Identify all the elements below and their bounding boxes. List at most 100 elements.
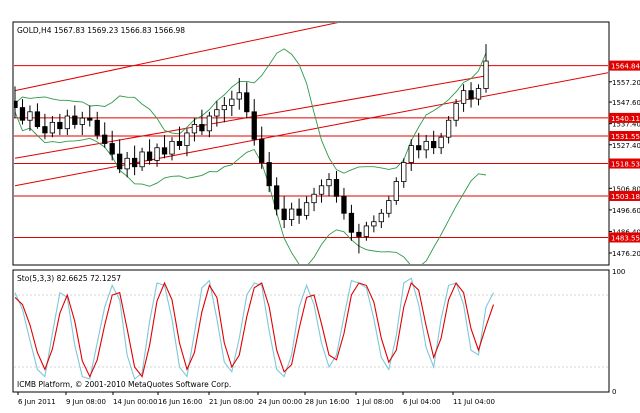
price-tag-label: 1518.53 — [611, 161, 640, 169]
candle-body — [431, 140, 437, 149]
candle-body — [57, 121, 63, 130]
candle-body — [445, 119, 452, 138]
candle-body — [386, 200, 392, 214]
time-tick-label: 28 Jun 16:00 — [305, 398, 349, 406]
price-tick-label: 1527.40 — [612, 142, 640, 150]
price-panel-frame — [12, 21, 610, 266]
candle-body — [124, 157, 130, 170]
horizontal-levels[interactable] — [14, 65, 608, 238]
price-tick-label: 1496.60 — [612, 207, 640, 215]
channel-line[interactable] — [14, 0, 486, 92]
candle-body — [318, 185, 325, 195]
candle-body — [460, 90, 467, 104]
candle-body — [341, 195, 347, 214]
price-tick-label: 1547.60 — [612, 99, 640, 107]
price-tick-label: 1506.80 — [612, 185, 640, 193]
candle-body — [438, 136, 444, 149]
candle-body — [184, 132, 190, 147]
candle-body — [348, 212, 355, 233]
candle-body — [146, 151, 153, 161]
candle-body — [423, 140, 429, 151]
candle-body — [214, 109, 220, 117]
candle-body — [266, 162, 272, 187]
stochastic-main-line — [14, 277, 494, 380]
candle-body — [94, 119, 100, 136]
price-tick-label: 1476.20 — [612, 250, 640, 258]
candle-body — [416, 145, 422, 151]
time-tick-label: 21 Jun 08:00 — [209, 398, 253, 406]
channel-line[interactable] — [14, 75, 487, 159]
footer-copyright: ICMB Platform, © 2001-2010 MetaQuotes So… — [17, 380, 231, 389]
candle-body — [19, 107, 26, 121]
price-tick-label: 1486.40 — [612, 228, 640, 236]
candle-body — [401, 162, 407, 182]
price-tick-label: 1557.20 — [612, 79, 640, 87]
candle-body — [303, 202, 310, 216]
chart-title: GOLD,H4 1567.83 1569.23 1566.83 1566.98 — [17, 26, 185, 35]
candle-body — [288, 208, 295, 221]
candle-body — [236, 92, 242, 100]
price-tag-label: 1531.55 — [611, 133, 640, 141]
candle-body — [49, 121, 56, 134]
price-tag-label: 1564.84 — [611, 63, 640, 71]
candle-body — [408, 145, 414, 163]
candle-body — [176, 140, 183, 147]
candle-body — [169, 140, 175, 155]
time-tick-label: 9 Jun 08:00 — [66, 398, 106, 406]
candle-body — [64, 115, 70, 130]
time-tick-label: 1 Jul 08:00 — [356, 398, 394, 406]
stochastic-title: Sto(5,3,3) 82.6625 72.1257 — [17, 274, 121, 283]
stochastic-tick-label: 100 — [612, 268, 625, 276]
candle-body — [281, 208, 287, 221]
candle-body — [274, 185, 280, 210]
candle-body — [27, 111, 33, 121]
time-tick-label: 6 Jul 04:00 — [403, 398, 441, 406]
price-tag-box — [609, 158, 640, 169]
candle-body — [378, 212, 384, 223]
candle-body — [14, 100, 18, 108]
price-tag-box — [609, 232, 640, 243]
price-tag-box — [609, 190, 640, 201]
candle-body — [131, 157, 138, 168]
candle-body — [356, 231, 362, 237]
band-line — [14, 48, 487, 174]
candle-body — [79, 117, 85, 125]
candle-body — [191, 124, 198, 134]
price-tag-box — [609, 130, 640, 141]
candle-body — [72, 115, 78, 125]
candle-body — [326, 179, 332, 187]
price-tag-label: 1540.11 — [611, 115, 640, 123]
candle-body — [34, 111, 41, 127]
candle-body — [102, 134, 108, 144]
candle-body — [453, 102, 459, 121]
candle-body — [161, 147, 168, 155]
candle-body — [199, 124, 205, 132]
candle-body — [311, 193, 317, 204]
candle-body — [139, 151, 145, 168]
candle-body — [259, 138, 265, 163]
candle-body — [154, 147, 160, 161]
stochastic-tick-label: 0 — [612, 388, 616, 396]
candle-body — [221, 105, 227, 111]
candle-body — [363, 225, 370, 237]
candle-body — [483, 60, 489, 89]
candle-body — [42, 126, 48, 134]
candle-body — [229, 98, 235, 106]
price-tag-box — [609, 60, 640, 71]
bollinger-bands — [14, 48, 487, 264]
candle-body — [87, 117, 93, 121]
candle-body — [109, 143, 115, 155]
time-tick-label: 14 Jun 00:00 — [113, 398, 157, 406]
time-tick-label: 11 Jul 04:00 — [453, 398, 495, 406]
candle-body — [333, 179, 340, 197]
candle-body — [251, 111, 257, 140]
price-tag-box — [609, 112, 640, 123]
candle-body — [475, 88, 482, 100]
time-tick-label: 6 Jun 2011 — [18, 398, 56, 406]
price-tag-label: 1483.55 — [611, 234, 640, 242]
stochastic-axis: 100 0 — [612, 268, 625, 396]
candle-body — [468, 90, 474, 100]
time-tick-label: 24 Jun 00:00 — [258, 398, 302, 406]
